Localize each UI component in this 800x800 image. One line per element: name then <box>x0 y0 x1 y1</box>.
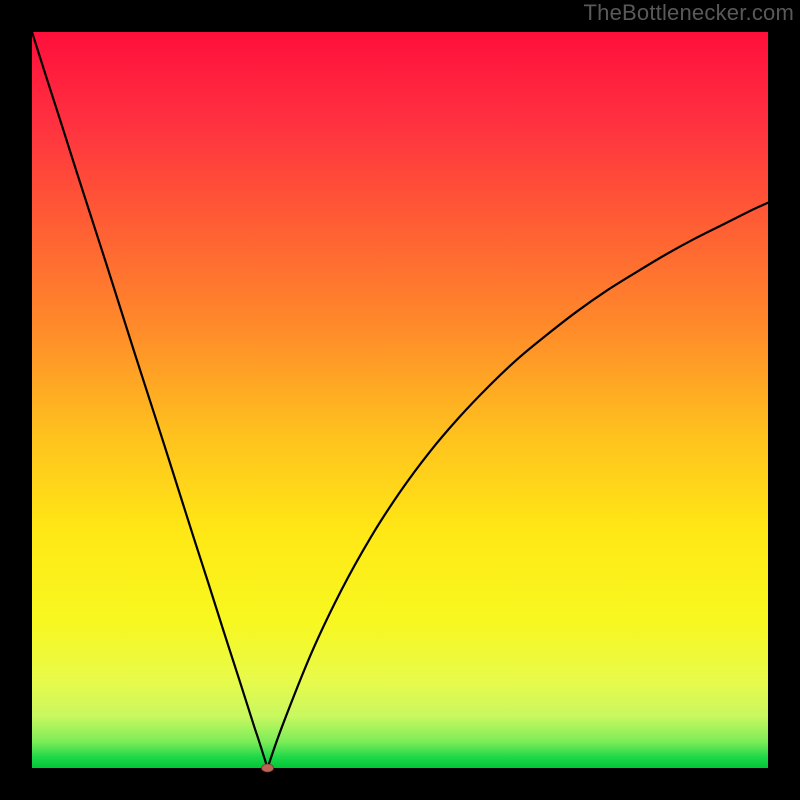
minimum-marker <box>262 764 274 772</box>
chart-svg <box>0 0 800 800</box>
plot-rect <box>32 32 768 768</box>
chart-stage: TheBottlenecker.com <box>0 0 800 800</box>
